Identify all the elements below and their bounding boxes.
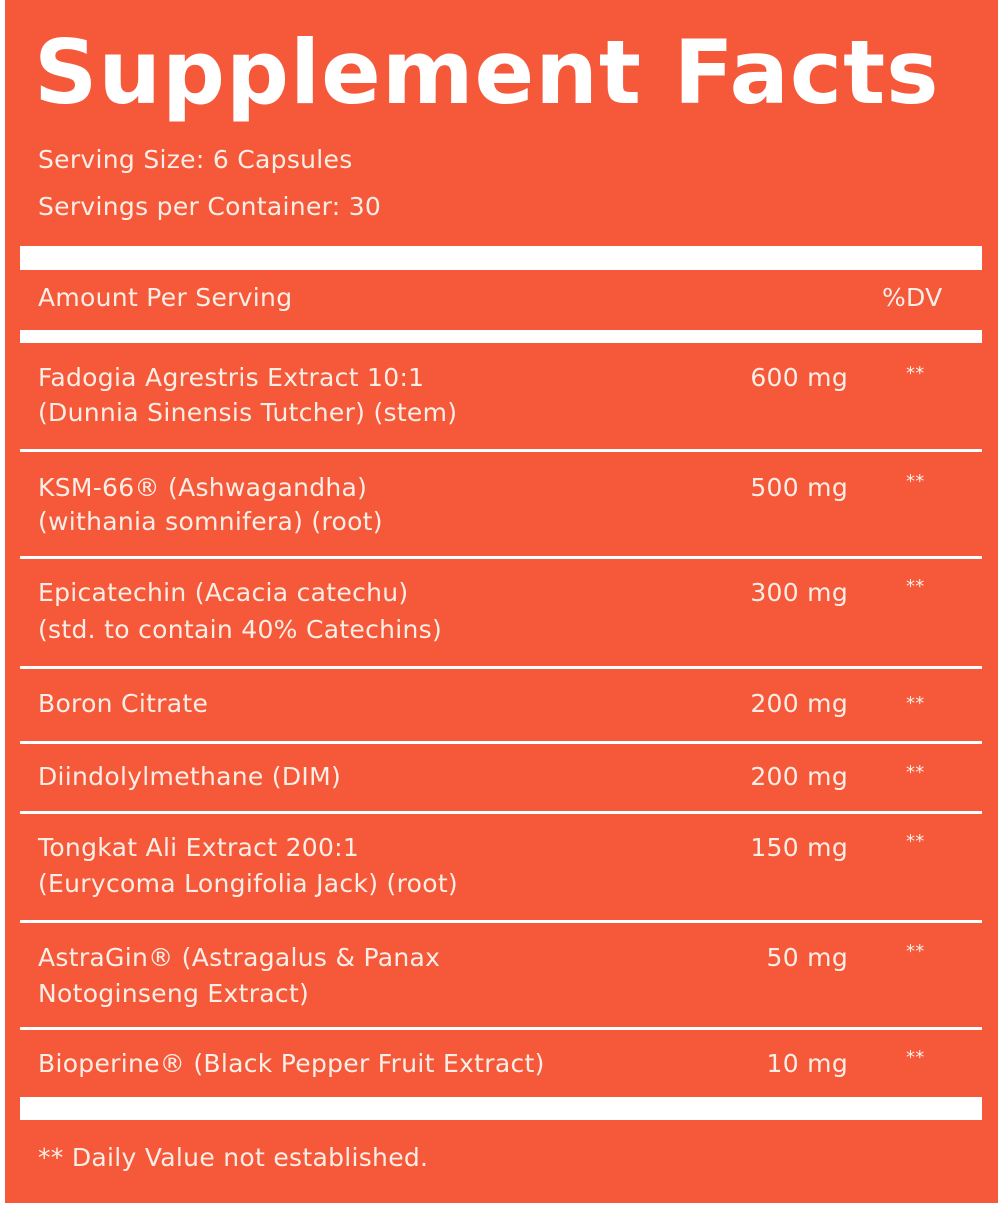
ingredient-amount: 300 mg	[750, 578, 848, 607]
ingredient-name: Bioperine® (Black Pepper Fruit Extract)	[38, 1049, 545, 1078]
ingredient-name: AstraGin® (Astragalus & Panax	[38, 943, 441, 972]
ingredient-name: KSM-66® (Ashwagandha)	[38, 473, 368, 502]
row-divider	[20, 556, 982, 559]
amount-per-serving-header: Amount Per Serving	[38, 283, 293, 312]
ingredient-name: Diindolylmethane (DIM)	[38, 762, 342, 791]
supplement-facts-panel	[5, 0, 998, 1203]
ingredient-detail: (Dunnia Sinensis Tutcher) (stem)	[38, 398, 458, 427]
ingredient-dv: **	[906, 471, 925, 492]
thick-rule	[20, 246, 982, 270]
ingredient-amount: 150 mg	[750, 833, 848, 862]
label-title: Supplement Facts	[34, 21, 940, 124]
ingredient-dv: **	[906, 1047, 925, 1068]
ingredient-dv: **	[906, 576, 925, 597]
ingredient-name: Fadogia Agrestris Extract 10:1	[38, 363, 425, 392]
ingredient-name: Boron Citrate	[38, 689, 209, 718]
ingredient-dv: **	[906, 762, 925, 783]
ingredient-dv: **	[906, 363, 925, 384]
ingredient-detail: (std. to contain 40% Catechins)	[38, 615, 443, 644]
ingredient-amount: 10 mg	[766, 1049, 848, 1078]
ingredient-detail: (withania somnifera) (root)	[38, 507, 383, 536]
row-divider	[20, 449, 982, 452]
ingredient-amount: 500 mg	[750, 473, 848, 502]
ingredient-detail: Notoginseng Extract)	[38, 979, 310, 1008]
ingredient-detail: (Eurycoma Longifolia Jack) (root)	[38, 869, 458, 898]
servings-per-container: Servings per Container: 30	[38, 192, 382, 221]
dv-header: %DV	[882, 283, 943, 312]
serving-size: Serving Size: 6 Capsules	[38, 145, 353, 174]
ingredient-dv: **	[906, 831, 925, 852]
ingredient-dv: **	[906, 941, 925, 962]
ingredient-amount: 50 mg	[766, 943, 848, 972]
ingredient-amount: 200 mg	[750, 762, 848, 791]
row-divider	[20, 666, 982, 669]
row-divider	[20, 741, 982, 744]
thick-rule	[20, 1097, 982, 1120]
ingredient-dv: **	[906, 693, 925, 714]
ingredient-name: Tongkat Ali Extract 200:1	[38, 833, 360, 862]
ingredient-amount: 200 mg	[750, 689, 848, 718]
row-divider	[20, 920, 982, 923]
ingredient-amount: 600 mg	[750, 363, 848, 392]
medium-rule	[20, 330, 982, 343]
ingredient-name: Epicatechin (Acacia catechu)	[38, 578, 409, 607]
row-divider	[20, 811, 982, 814]
footnote: ** Daily Value not established.	[38, 1143, 429, 1172]
row-divider	[20, 1027, 982, 1030]
